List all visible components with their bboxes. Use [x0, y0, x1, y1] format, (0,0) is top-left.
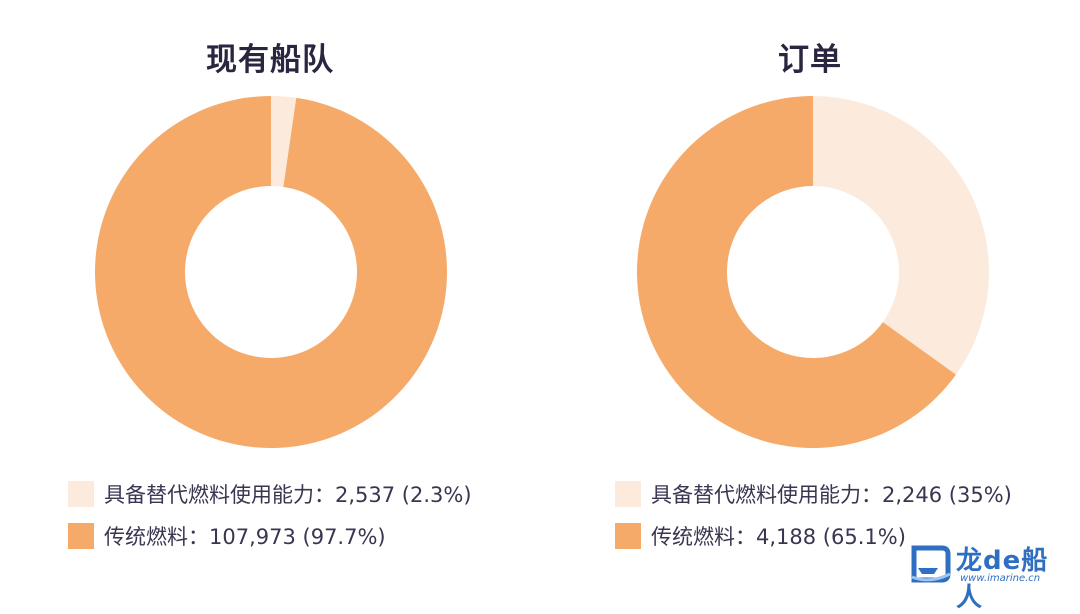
donut-chart [637, 96, 989, 448]
chart-legend: 具备替代燃料使用能力：2,246 (35%) 传统燃料：4,188 (65.1%… [615, 474, 1012, 558]
legend-label: 传统燃料：107,973 (97.7%) [104, 525, 386, 549]
legend-item-conventional: 传统燃料：4,188 (65.1%) [615, 516, 1012, 556]
legend-swatch-alternative [615, 481, 641, 507]
chart-legend: 具备替代燃料使用能力：2,537 (2.3%) 传统燃料：107,973 (97… [68, 474, 472, 558]
ship-logo-icon [911, 545, 951, 583]
donut-chart [95, 96, 447, 448]
watermark-url: www.imarine.cn [960, 573, 1041, 584]
legend-swatch-alternative [68, 481, 94, 507]
chart-title: 订单 [778, 42, 842, 78]
legend-item-alternative: 具备替代燃料使用能力：2,537 (2.3%) [68, 474, 472, 514]
legend-item-conventional: 传统燃料：107,973 (97.7%) [68, 516, 472, 556]
legend-swatch-conventional [68, 523, 94, 549]
slice-alternative [813, 96, 989, 375]
chart-orderbook: 订单 具备替代燃料使用能力：2,246 (35%) 传统燃料：4,188 (65… [540, 0, 1080, 600]
slice-conventional [637, 96, 956, 448]
legend-label: 具备替代燃料使用能力：2,537 (2.3%) [104, 483, 472, 507]
slice-conventional [95, 96, 447, 448]
chart-title: 现有船队 [206, 42, 334, 78]
legend-label: 具备替代燃料使用能力：2,246 (35%) [651, 483, 1012, 507]
legend-item-alternative: 具备替代燃料使用能力：2,246 (35%) [615, 474, 1012, 514]
chart-existing-fleet: 现有船队 具备替代燃料使用能力：2,537 (2.3%) 传统燃料：107,97… [0, 0, 540, 600]
watermark: 龙de船人 www.imarine.cn [908, 540, 1068, 613]
slice-alternative [271, 96, 297, 187]
legend-label: 传统燃料：4,188 (65.1%) [651, 525, 906, 549]
legend-swatch-conventional [615, 523, 641, 549]
